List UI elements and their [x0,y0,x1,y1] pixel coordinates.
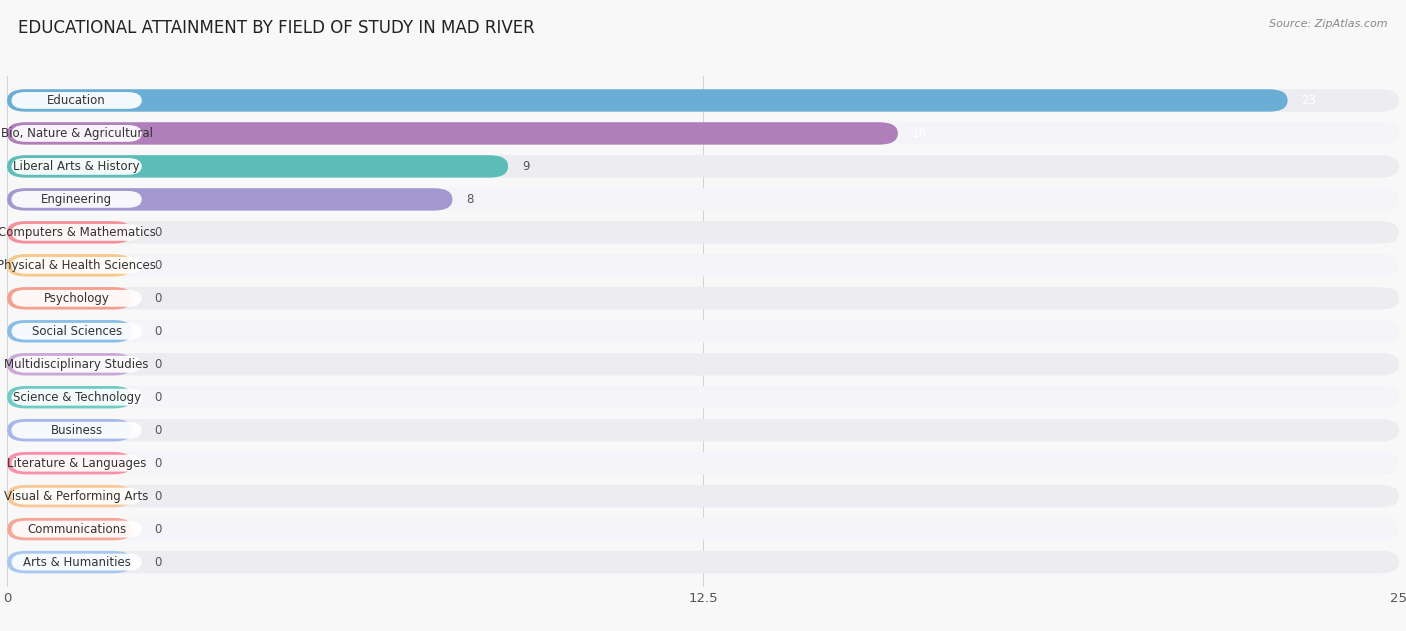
FancyBboxPatch shape [7,254,132,276]
Text: Business: Business [51,423,103,437]
Text: Arts & Humanities: Arts & Humanities [22,556,131,569]
FancyBboxPatch shape [7,485,1399,507]
FancyBboxPatch shape [7,89,1288,112]
FancyBboxPatch shape [7,89,1399,112]
Text: 0: 0 [155,391,162,404]
Text: Education: Education [48,94,105,107]
FancyBboxPatch shape [7,122,1399,144]
FancyBboxPatch shape [11,125,142,142]
FancyBboxPatch shape [7,419,1399,442]
FancyBboxPatch shape [11,290,142,307]
FancyBboxPatch shape [11,323,142,339]
FancyBboxPatch shape [7,386,1399,408]
Text: Psychology: Psychology [44,292,110,305]
FancyBboxPatch shape [11,356,142,373]
FancyBboxPatch shape [7,287,132,310]
FancyBboxPatch shape [7,320,132,343]
Text: Science & Technology: Science & Technology [13,391,141,404]
FancyBboxPatch shape [7,551,1399,574]
FancyBboxPatch shape [11,389,142,406]
Text: Literature & Languages: Literature & Languages [7,457,146,469]
Text: Multidisciplinary Studies: Multidisciplinary Studies [4,358,149,371]
FancyBboxPatch shape [7,386,132,408]
FancyBboxPatch shape [11,553,142,570]
FancyBboxPatch shape [7,122,898,144]
FancyBboxPatch shape [7,452,1399,475]
FancyBboxPatch shape [11,257,142,274]
Text: 0: 0 [155,490,162,503]
FancyBboxPatch shape [7,155,508,177]
Text: 0: 0 [155,226,162,239]
Text: 0: 0 [155,292,162,305]
Text: Bio, Nature & Agricultural: Bio, Nature & Agricultural [0,127,153,140]
FancyBboxPatch shape [7,353,1399,375]
Text: Liberal Arts & History: Liberal Arts & History [13,160,141,173]
FancyBboxPatch shape [7,485,132,507]
FancyBboxPatch shape [7,188,1399,211]
FancyBboxPatch shape [7,221,132,244]
FancyBboxPatch shape [11,455,142,471]
FancyBboxPatch shape [7,320,1399,343]
Text: 23: 23 [1302,94,1316,107]
Text: 0: 0 [155,522,162,536]
Text: Communications: Communications [27,522,127,536]
FancyBboxPatch shape [7,419,132,442]
FancyBboxPatch shape [7,188,453,211]
FancyBboxPatch shape [11,92,142,109]
Text: 0: 0 [155,556,162,569]
Text: 0: 0 [155,259,162,272]
Text: 0: 0 [155,325,162,338]
Text: 0: 0 [155,423,162,437]
Text: 9: 9 [522,160,530,173]
FancyBboxPatch shape [7,518,1399,540]
Text: Social Sciences: Social Sciences [31,325,122,338]
FancyBboxPatch shape [7,155,1399,177]
FancyBboxPatch shape [11,422,142,439]
Text: EDUCATIONAL ATTAINMENT BY FIELD OF STUDY IN MAD RIVER: EDUCATIONAL ATTAINMENT BY FIELD OF STUDY… [18,19,536,37]
Text: Visual & Performing Arts: Visual & Performing Arts [4,490,149,503]
Text: Physical & Health Sciences: Physical & Health Sciences [0,259,156,272]
FancyBboxPatch shape [7,287,1399,310]
Text: Source: ZipAtlas.com: Source: ZipAtlas.com [1270,19,1388,29]
FancyBboxPatch shape [11,191,142,208]
FancyBboxPatch shape [7,551,132,574]
Text: 8: 8 [467,193,474,206]
FancyBboxPatch shape [11,521,142,538]
Text: 0: 0 [155,457,162,469]
FancyBboxPatch shape [7,518,132,540]
FancyBboxPatch shape [11,488,142,505]
Text: Computers & Mathematics: Computers & Mathematics [0,226,156,239]
Text: 16: 16 [912,127,927,140]
Text: 0: 0 [155,358,162,371]
FancyBboxPatch shape [11,224,142,241]
FancyBboxPatch shape [11,158,142,175]
FancyBboxPatch shape [7,254,1399,276]
Text: Engineering: Engineering [41,193,112,206]
FancyBboxPatch shape [7,221,1399,244]
FancyBboxPatch shape [7,353,132,375]
FancyBboxPatch shape [7,452,132,475]
